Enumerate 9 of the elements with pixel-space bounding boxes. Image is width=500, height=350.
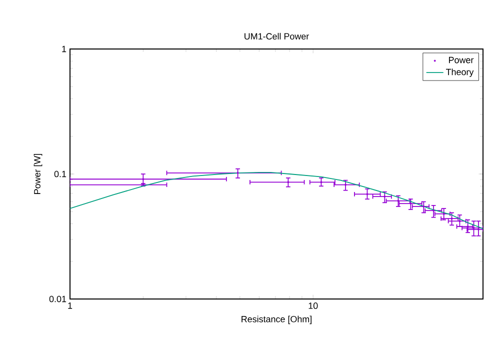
y-tick-label: 0.1 bbox=[54, 170, 66, 178]
x-tick-label: 10 bbox=[308, 302, 318, 309]
legend-label: Power bbox=[449, 56, 474, 64]
chart-title: UM1-Cell Power bbox=[244, 32, 309, 40]
y-axis-title: Power [W] bbox=[34, 154, 42, 194]
y-tick-label: 1 bbox=[62, 46, 66, 52]
legend-label: Theory bbox=[446, 68, 474, 77]
y-tick-label: 0.01 bbox=[49, 296, 66, 302]
x-axis-title: Resistance [Ohm] bbox=[242, 316, 312, 324]
